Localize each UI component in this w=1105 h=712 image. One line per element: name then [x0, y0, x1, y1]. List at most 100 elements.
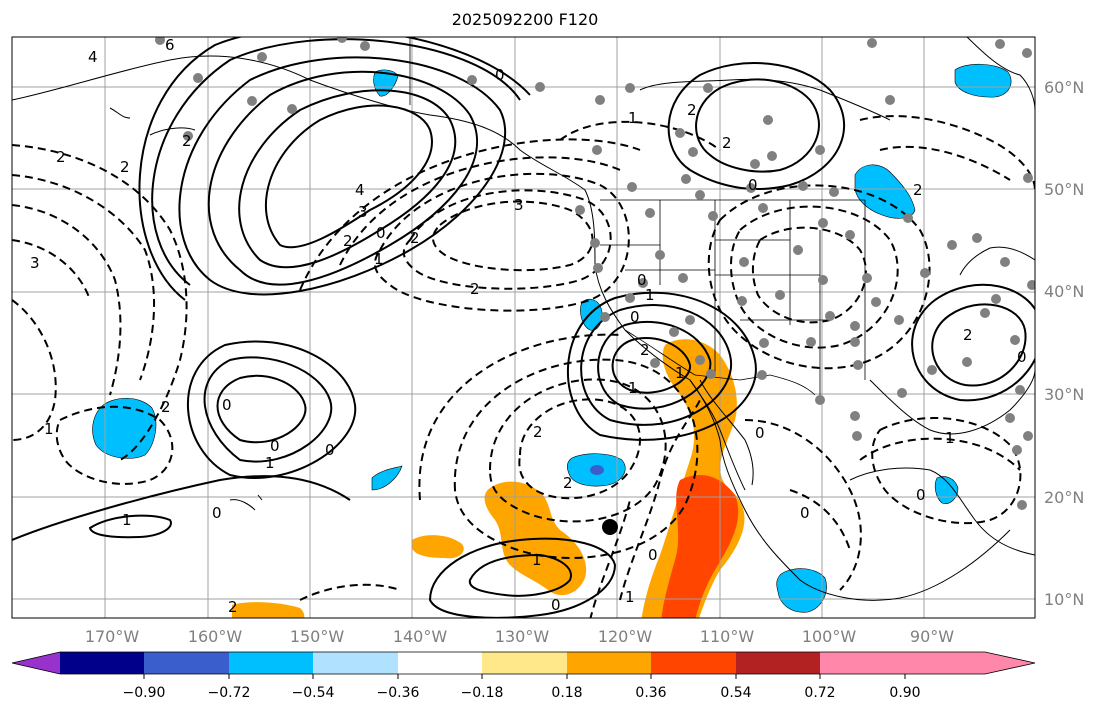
- negative-core: [590, 465, 604, 475]
- svg-text:1: 1: [675, 364, 685, 382]
- lat-label: 20°N: [1044, 488, 1084, 507]
- svg-text:2: 2: [563, 474, 573, 492]
- lat-label: 50°N: [1044, 180, 1084, 199]
- svg-text:0: 0: [1017, 348, 1027, 366]
- colorbar-tick-label: −0.18: [461, 685, 504, 701]
- lon-label: 150°W: [290, 627, 345, 646]
- negative-anomaly-islet: [371, 465, 403, 491]
- station-marker-black: [602, 519, 618, 535]
- colorbar-bin: [651, 652, 736, 674]
- colorbar-bin: [313, 652, 398, 674]
- svg-text:4: 4: [355, 181, 365, 199]
- svg-text:1: 1: [945, 429, 955, 447]
- lon-label: 90°W: [910, 627, 954, 646]
- svg-text:0: 0: [495, 66, 505, 84]
- map-frame: [11, 36, 1036, 619]
- svg-text:0: 0: [916, 486, 926, 504]
- svg-text:1: 1: [374, 250, 384, 268]
- svg-text:1: 1: [44, 420, 54, 438]
- colorbar-bin: [60, 652, 144, 674]
- colorbar-tick-label: 0.18: [551, 685, 582, 701]
- svg-text:1: 1: [122, 511, 132, 529]
- svg-text:1: 1: [625, 588, 635, 606]
- longitude-labels: 170°W 160°W 150°W 140°W 130°W 120°W 110°…: [85, 627, 954, 646]
- lon-label: 130°W: [495, 627, 550, 646]
- svg-text:2: 2: [533, 423, 543, 441]
- svg-text:0: 0: [800, 504, 810, 522]
- svg-text:2: 2: [913, 181, 923, 199]
- lat-label: 60°N: [1044, 78, 1084, 97]
- negative-anomaly-west: [92, 397, 157, 459]
- svg-text:4: 4: [88, 48, 98, 66]
- lon-label: 140°W: [393, 627, 448, 646]
- svg-text:0: 0: [748, 176, 758, 194]
- svg-text:2: 2: [182, 132, 192, 150]
- lon-label: 160°W: [188, 627, 243, 646]
- colorbar-tick-label: −0.90: [123, 685, 166, 701]
- colorbar-bin: [482, 652, 567, 674]
- shaded-regions: [92, 63, 1012, 618]
- positive-anomaly-small: [412, 535, 464, 559]
- svg-text:2: 2: [228, 598, 238, 616]
- svg-text:0: 0: [222, 396, 232, 414]
- colorbar-bin: [736, 652, 820, 674]
- svg-text:0: 0: [270, 437, 280, 455]
- colorbar-bin: [229, 652, 313, 674]
- svg-text:2: 2: [161, 398, 171, 416]
- map-title: 2025092200 F120: [451, 10, 599, 29]
- colorbar-bin: [398, 652, 482, 674]
- lat-label: 30°N: [1044, 385, 1084, 404]
- lon-label: 100°W: [802, 627, 857, 646]
- svg-text:2: 2: [120, 158, 130, 176]
- colorbar-extend-low: [12, 652, 60, 674]
- lat-label: 40°N: [1044, 282, 1084, 301]
- svg-text:2: 2: [640, 341, 650, 359]
- negative-anomaly-south: [776, 568, 827, 613]
- svg-text:2: 2: [963, 326, 973, 344]
- svg-text:0: 0: [648, 546, 658, 564]
- colorbar-tick-label: 0.90: [889, 685, 920, 701]
- lon-label: 120°W: [598, 627, 653, 646]
- svg-text:6: 6: [165, 36, 175, 54]
- colorbar-tick-label: −0.72: [208, 685, 251, 701]
- svg-text:0: 0: [755, 424, 765, 442]
- colorbar-extend-high: [905, 652, 1035, 674]
- negative-anomaly-hudson: [854, 164, 916, 219]
- svg-text:1: 1: [645, 286, 655, 304]
- colorbar-tick-label: 0.72: [804, 685, 835, 701]
- svg-text:0: 0: [630, 308, 640, 326]
- svg-text:3: 3: [514, 196, 524, 214]
- svg-text:2: 2: [722, 134, 732, 152]
- colorbar-tick-label: 0.36: [635, 685, 666, 701]
- contour-labels: 4 6 2 2 3 4 3 2 0 1 2 3 0 2 1 2 0 2 1 0 …: [30, 36, 1027, 616]
- colorbar-bin: [820, 652, 905, 674]
- svg-text:0: 0: [212, 504, 222, 522]
- station-dots: [155, 37, 1035, 510]
- svg-text:3: 3: [358, 203, 368, 221]
- negative-anomaly-labrador: [954, 63, 1012, 98]
- colorbar: −0.90 −0.72 −0.54 −0.36 −0.18 0.18 0.36 …: [11, 651, 1036, 701]
- svg-text:1: 1: [532, 551, 542, 569]
- positive-anomaly-south: [232, 602, 305, 618]
- svg-text:2: 2: [56, 148, 66, 166]
- svg-text:3: 3: [30, 254, 40, 272]
- svg-text:0: 0: [325, 441, 335, 459]
- solid-contours: [12, 37, 1035, 618]
- lon-label: 170°W: [85, 627, 140, 646]
- svg-text:2: 2: [410, 229, 420, 247]
- colorbar-tick-label: −0.54: [292, 685, 335, 701]
- colorbar-bin: [144, 652, 229, 674]
- colorbar-bin: [567, 652, 651, 674]
- colorbar-tick-label: 0.54: [720, 685, 751, 701]
- svg-text:0: 0: [637, 271, 647, 289]
- colorbar-tick-label: −0.36: [377, 685, 420, 701]
- svg-text:1: 1: [265, 454, 275, 472]
- svg-text:0: 0: [376, 224, 386, 242]
- graticule: [12, 37, 1035, 618]
- svg-text:2: 2: [470, 280, 480, 298]
- svg-text:0: 0: [551, 596, 561, 614]
- svg-text:1: 1: [628, 109, 638, 127]
- svg-text:2: 2: [343, 232, 353, 250]
- coastlines: [12, 37, 1035, 601]
